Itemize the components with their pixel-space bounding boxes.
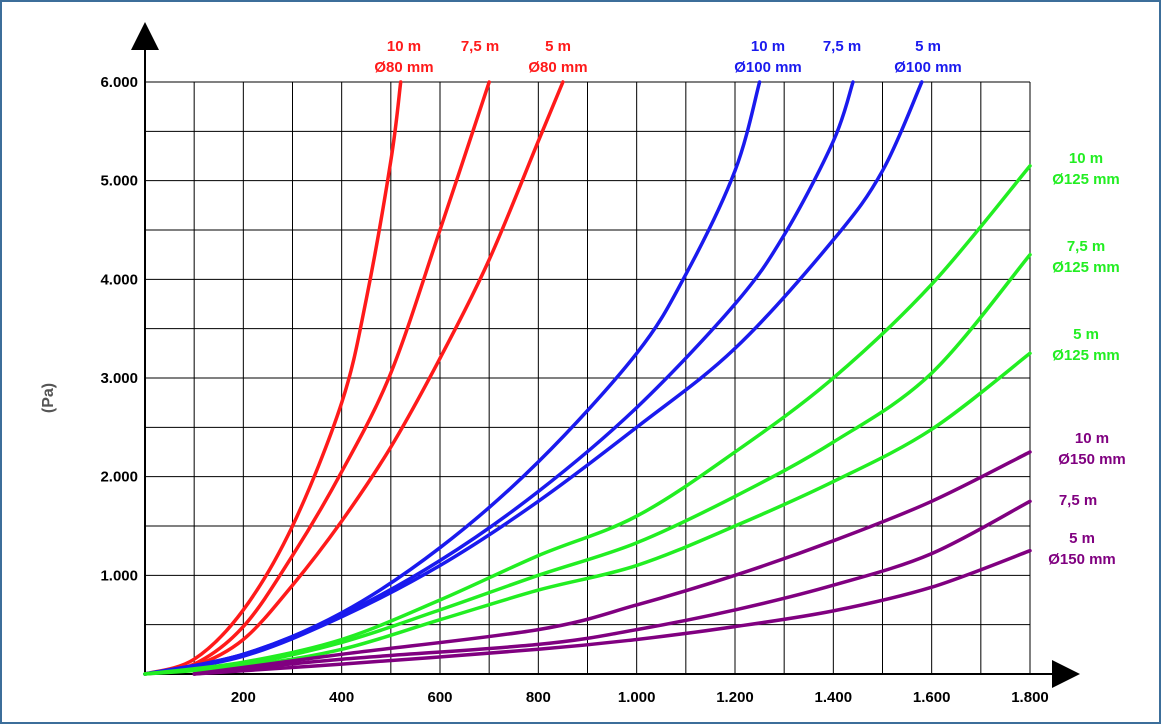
x-tick-label: 200: [231, 689, 256, 706]
series-label-length: 5 m: [915, 38, 941, 55]
y-axis-arrow: [131, 22, 159, 50]
series-line-8: [143, 351, 1032, 676]
chart-grid: [145, 81, 1031, 674]
y-tick-label: 2.000: [100, 469, 138, 486]
series-line-0: [143, 80, 403, 676]
series-line-10: [192, 499, 1032, 676]
y-tick-label: 5.000: [100, 173, 138, 190]
series-label-diameter: Ø150 mm: [1058, 451, 1126, 468]
series-line-2: [143, 80, 565, 676]
series-label-length: 10 m: [751, 38, 785, 55]
y-tick-label: 6.000: [100, 74, 138, 91]
series-label-diameter: Ø125 mm: [1052, 171, 1120, 188]
series-line-7: [143, 252, 1032, 676]
series-label-length: 10 m: [1075, 430, 1109, 447]
x-tick-label: 1.800: [1011, 689, 1049, 706]
y-tick-label: 4.000: [100, 271, 138, 288]
x-tick-label: 800: [526, 689, 551, 706]
y-axis-ticks: 1.000 2.000 3.000 4.000 5.000 6.000: [100, 74, 138, 584]
series-line-1: [143, 80, 491, 676]
series-labels: 10 m Ø80 mm 7,5 m 5 m Ø80 mm 10 m Ø100 mm 7,5 m…: [374, 38, 1125, 568]
series-label-length: 7,5 m: [823, 38, 861, 55]
series-label-length: 7,5 m: [461, 38, 499, 55]
series-label-diameter: Ø125 mm: [1052, 259, 1120, 276]
series-label-diameter: Ø125 mm: [1052, 347, 1120, 364]
series-label-length: 10 m: [387, 38, 421, 55]
x-tick-label: 1.600: [913, 689, 951, 706]
series-line-9: [192, 450, 1032, 676]
series-label-diameter: Ø100 mm: [894, 59, 962, 76]
series-line-6: [143, 164, 1032, 676]
x-axis-ticks: 200 400 600 800 1.000 1.200 1.400 1.600 1.800: [231, 689, 1049, 706]
series-label-length: 7,5 m: [1067, 238, 1105, 255]
series-label-length: 7,5 m: [1059, 492, 1097, 509]
x-axis-arrow: [1052, 660, 1080, 688]
series-label-diameter: Ø150 mm: [1048, 551, 1116, 568]
y-tick-label: 1.000: [100, 567, 138, 584]
y-tick-label: 3.000: [100, 370, 138, 387]
chart-series: [143, 80, 1032, 676]
series-label-length: 5 m: [545, 38, 571, 55]
series-line-5: [143, 80, 924, 676]
series-label-length: 5 m: [1069, 530, 1095, 547]
x-tick-label: 1.200: [716, 689, 754, 706]
x-tick-label: 1.000: [618, 689, 656, 706]
series-label-diameter: Ø80 mm: [528, 59, 587, 76]
series-label-length: 5 m: [1073, 326, 1099, 343]
series-label-length: 10 m: [1069, 150, 1103, 167]
series-line-11: [192, 548, 1032, 676]
series-label-diameter: Ø100 mm: [734, 59, 802, 76]
y-axis-label: (Pa): [40, 383, 57, 413]
x-tick-label: 400: [329, 689, 354, 706]
series-label-diameter: Ø80 mm: [374, 59, 433, 76]
chart-axes: [131, 22, 1080, 688]
x-tick-label: 600: [427, 689, 452, 706]
x-tick-label: 1.400: [815, 689, 853, 706]
